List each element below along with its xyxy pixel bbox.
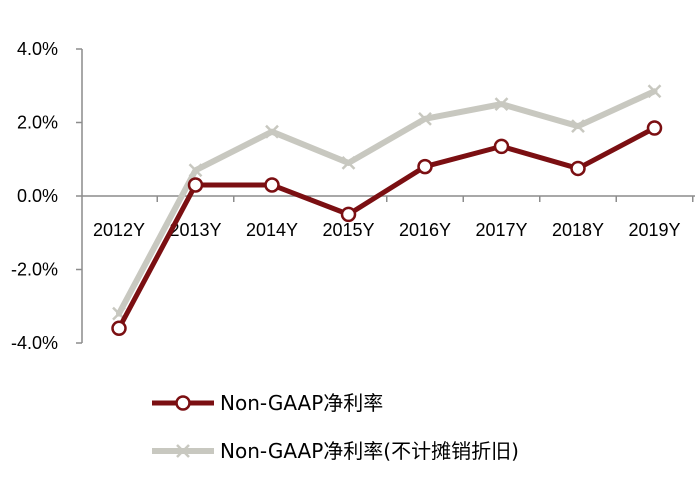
axes: 4.0% 2.0% 0.0% -2.0% -4.0% 2012Y 2013Y 2014Y 201…	[11, 39, 695, 353]
data-point	[494, 97, 509, 112]
data-point	[646, 120, 663, 136]
y-tick-label: 0.0%	[17, 186, 58, 206]
series-layer	[111, 84, 663, 337]
data-point	[341, 156, 356, 170]
legend-marker-1	[175, 395, 191, 411]
x-tick-label: 2013Y	[169, 220, 221, 240]
y-tick-label: -2.0%	[11, 260, 58, 280]
series-line-1	[116, 125, 657, 331]
data-point	[264, 177, 280, 193]
data-point	[493, 138, 510, 155]
data-point	[417, 158, 433, 175]
x-tick-label: 2012Y	[93, 220, 145, 240]
x-tick-label: 2014Y	[246, 220, 298, 240]
legend-marker-2	[176, 444, 190, 458]
data-point	[265, 124, 279, 139]
x-tick-label: 2016Y	[399, 220, 451, 240]
data-point	[187, 177, 204, 193]
series-line-2	[116, 88, 658, 317]
data-point	[111, 320, 127, 337]
data-point	[647, 84, 662, 99]
data-point	[418, 111, 432, 126]
legend-label-2: Non-GAAP净利率(不计摊销折旧)	[220, 439, 519, 463]
y-tick-label: 2.0%	[17, 113, 58, 133]
data-point	[340, 206, 357, 223]
y-tick-label: -4.0%	[11, 333, 58, 353]
y-tick-label: 4.0%	[17, 39, 58, 59]
x-tick-label: 2017Y	[475, 220, 527, 240]
legend: Non-GAAP净利率 Non-GAAP净利率(不计摊销折旧)	[152, 391, 519, 463]
x-tick-label: 2018Y	[552, 220, 604, 240]
data-point	[571, 119, 585, 134]
data-point	[188, 163, 203, 178]
legend-label-1: Non-GAAP净利率	[220, 391, 383, 415]
data-point	[570, 160, 586, 177]
x-tick-label: 2019Y	[628, 220, 680, 240]
x-tick-label: 2015Y	[322, 220, 374, 240]
